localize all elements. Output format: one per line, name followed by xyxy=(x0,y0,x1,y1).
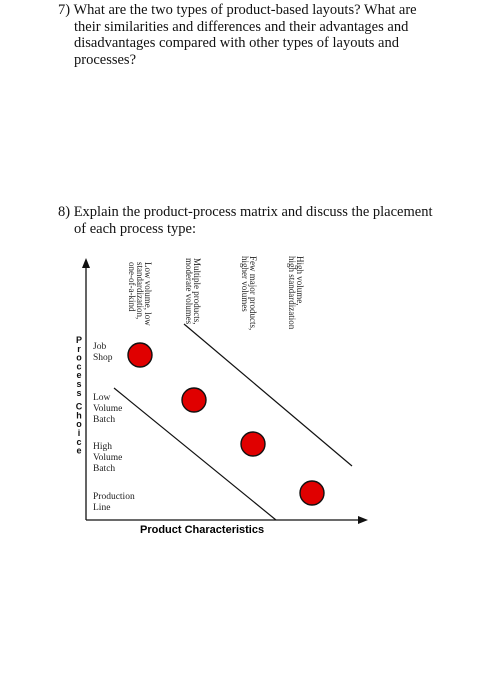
y-axis-title-letter: o xyxy=(76,353,82,363)
row-label-low-volume-batch: Low Volume Batch xyxy=(93,393,125,425)
diagonal-line-lower xyxy=(113,387,277,521)
y-axis-title-letter: i xyxy=(78,428,81,438)
row-label-high-volume-batch: High Volume Batch xyxy=(93,442,125,474)
y-axis-title-letter: e xyxy=(76,446,81,456)
question-7: 7) What are the two types of product-bas… xyxy=(58,2,458,68)
dot-job-shop xyxy=(127,342,153,368)
diagonal-line-upper xyxy=(183,323,353,467)
column-label-high-volume: High volume, high standardization xyxy=(287,256,305,330)
y-axis-title-letter: c xyxy=(76,437,81,447)
column-label-low-volume: Low volume, low standardization, one-of-… xyxy=(127,262,153,328)
y-axis-title-letter: P xyxy=(76,335,82,345)
y-axis-arrow xyxy=(82,258,90,268)
y-axis-title-letter: s xyxy=(76,379,81,389)
y-axis-title-letter: h xyxy=(76,410,82,420)
x-axis-title: Product Characteristics xyxy=(140,524,264,536)
x-axis-arrow xyxy=(358,516,368,524)
dot-production-line xyxy=(299,480,325,506)
y-axis-title-letter: C xyxy=(76,402,83,412)
y-axis-title-letter: c xyxy=(76,361,81,371)
y-axis-title-letter: o xyxy=(76,419,82,429)
question-8-text: 8) Explain the product-process matrix an… xyxy=(58,204,433,237)
row-label-job-shop: Job Shop xyxy=(93,342,113,363)
dot-high-volume-batch xyxy=(240,431,266,457)
column-label-few-major-products: Few major products, higher volumes xyxy=(240,256,258,333)
y-axis-title-letter: r xyxy=(77,344,81,354)
dot-low-volume-batch xyxy=(181,387,207,413)
column-label-multiple-products: Multiple products, moderate volumes xyxy=(184,258,202,327)
y-axis-title-letter: s xyxy=(76,388,81,398)
question-8: 8) Explain the product-process matrix an… xyxy=(58,204,458,237)
row-label-production-line: Production Line xyxy=(93,492,137,513)
question-7-text: 7) What are the two types of product-bas… xyxy=(58,2,417,68)
y-axis-title-letter: e xyxy=(76,370,81,380)
